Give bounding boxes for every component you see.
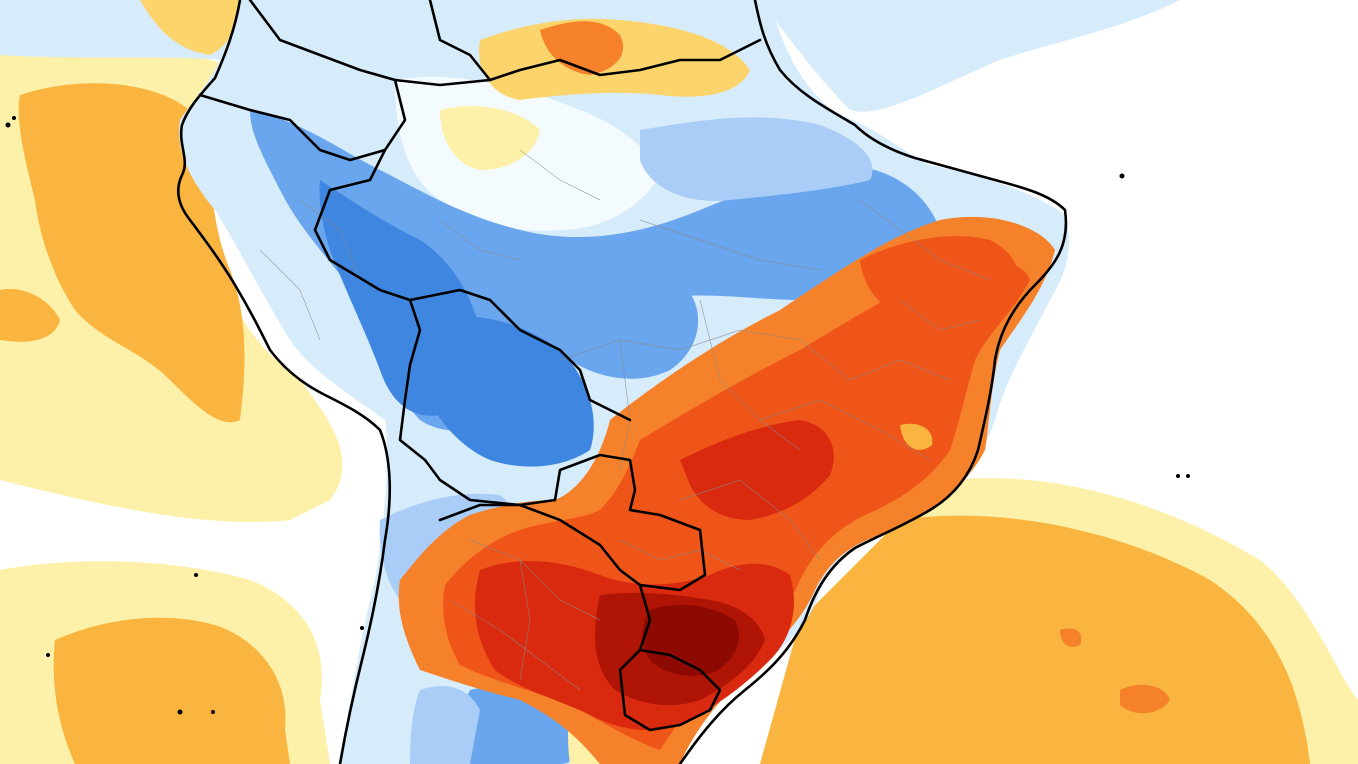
heat-wave-field: [398, 216, 1055, 764]
venezuela-pale-warm: [440, 106, 540, 170]
patagonia-light-cold: [410, 686, 480, 764]
uruguay-border: [618, 648, 722, 732]
island-markers: [5, 116, 1190, 715]
guiana-borders: [428, 0, 762, 82]
paraguay-border: [553, 453, 707, 592]
north-brazil-light-cold: [640, 117, 873, 201]
heat-dark-red-brazil: [680, 420, 834, 520]
bolivia-cold-core: [418, 316, 594, 467]
continent-coastline: [176, 0, 392, 764]
atlantic-warm-orange-spot-2: [1060, 628, 1082, 647]
pacific-warm-patch-south: [53, 617, 291, 764]
atlantic-warm-orange-spot: [1120, 684, 1170, 714]
continent-anomaly-field: [179, 0, 1070, 764]
heat-northeast-hot: [860, 236, 1019, 319]
venezuela-border: [393, 78, 492, 87]
colombia-border: [248, 0, 397, 82]
atlantic-pale-cold-north: [760, 0, 1180, 112]
country-borders: [176, 0, 1068, 764]
pacific-warm-top: [140, 0, 240, 55]
heat-extreme-core: [642, 604, 739, 676]
east-coastline: [678, 0, 1068, 764]
heat-orange-spot-east: [900, 423, 933, 450]
brazil-south-border: [638, 583, 652, 652]
peru-ecuador-border: [198, 93, 387, 162]
atlantic-warm-south: [760, 515, 1310, 764]
argentina-north-border: [438, 503, 642, 587]
bolivia-border: [408, 288, 632, 422]
pacific-warm-patch-west: [0, 289, 60, 342]
